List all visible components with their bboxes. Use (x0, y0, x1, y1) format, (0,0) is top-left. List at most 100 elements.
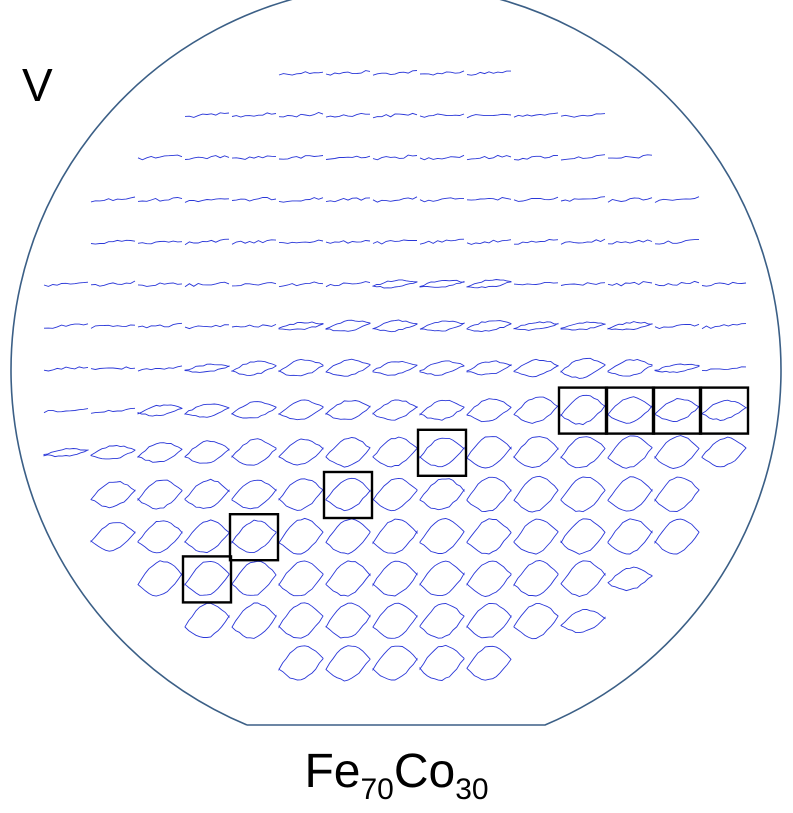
hysteresis-loop (372, 602, 418, 639)
hysteresis-loop (278, 517, 324, 555)
hysteresis-loop (184, 324, 230, 330)
hysteresis-loop (372, 518, 418, 554)
hysteresis-loop (513, 560, 559, 597)
hysteresis-loop (701, 281, 747, 287)
hysteresis-loop (513, 475, 559, 513)
hysteresis-loop (231, 360, 277, 376)
hysteresis-loop (419, 360, 465, 376)
hysteresis-loop (231, 519, 277, 554)
hysteresis-loop (184, 602, 230, 638)
hysteresis-loop (654, 476, 700, 512)
hysteresis-loop (372, 399, 418, 421)
hysteresis-loop (137, 442, 183, 463)
hysteresis-loop (325, 70, 371, 76)
hysteresis-loop (184, 560, 230, 596)
hysteresis-loop (278, 478, 324, 511)
hysteresis-loop (184, 155, 230, 160)
hysteresis-loop (466, 279, 512, 289)
hysteresis-loop (513, 154, 559, 161)
hysteresis-loop (231, 560, 277, 596)
hysteresis-loop (419, 644, 465, 681)
hysteresis-loop (419, 320, 465, 332)
hysteresis-loop (513, 518, 559, 555)
hysteresis-loop (560, 436, 606, 469)
hysteresis-loop (278, 281, 324, 288)
hysteresis-loop (372, 645, 418, 681)
hysteresis-loop (607, 396, 653, 424)
hysteresis-loop (231, 197, 277, 202)
hysteresis-loop (184, 238, 230, 246)
hysteresis-loop (654, 363, 700, 373)
hysteresis-loop (231, 112, 277, 118)
hysteresis-loop (560, 196, 606, 202)
hysteresis-loop (419, 603, 465, 639)
hysteresis-loop (513, 196, 559, 202)
hysteresis-loop (278, 321, 324, 331)
hysteresis-loop (325, 112, 370, 118)
hysteresis-loop (654, 280, 700, 287)
hysteresis-loop (137, 282, 183, 287)
hysteresis-loop (513, 603, 559, 640)
hysteresis-loop (560, 282, 606, 286)
hysteresis-loop (325, 358, 371, 377)
hysteresis-loop (607, 197, 653, 203)
hysteresis-loop (560, 357, 606, 379)
hysteresis-loop (372, 279, 418, 289)
hysteresis-loop (278, 399, 324, 421)
hysteresis-loop (325, 197, 371, 203)
hysteresis-loop (560, 394, 606, 426)
hysteresis-loop (419, 437, 465, 468)
hysteresis-loop (90, 407, 136, 414)
hysteresis-loop (43, 323, 89, 329)
highlight-box (557, 386, 609, 435)
hysteresis-loop (607, 435, 653, 469)
hysteresis-loop (654, 398, 700, 422)
hysteresis-loop (466, 360, 512, 376)
hysteresis-loop (701, 436, 747, 468)
hysteresis-loop (278, 645, 324, 681)
hysteresis-loop (607, 476, 653, 512)
composition-element-1: Fe (304, 745, 361, 798)
hysteresis-loop (607, 321, 653, 331)
composition-label: Fe70Co30 (0, 745, 793, 805)
hysteresis-loop (184, 281, 230, 288)
hysteresis-loop (43, 366, 89, 372)
hysteresis-loop (137, 154, 183, 161)
hysteresis-loop (278, 239, 324, 244)
hysteresis-loop (231, 479, 277, 510)
hysteresis-loop (419, 154, 465, 161)
hysteresis-loop (278, 155, 324, 160)
highlight-box (322, 470, 374, 520)
hysteresis-loop (137, 404, 183, 417)
hysteresis-loop (466, 70, 511, 76)
hysteresis-loop (137, 240, 183, 245)
hysteresis-loop (513, 112, 559, 118)
hysteresis-loop (184, 519, 230, 554)
hysteresis-loop (560, 154, 606, 161)
highlight-box (181, 555, 233, 604)
hysteresis-loop (90, 481, 136, 509)
hysteresis-loop (466, 436, 512, 469)
hysteresis-loop (466, 518, 512, 555)
hysteresis-loop (325, 240, 371, 244)
hysteresis-loop (137, 322, 183, 329)
hysteresis-loop (513, 396, 559, 424)
wafer-outline (10, 0, 782, 726)
hysteresis-loop (513, 281, 559, 286)
hysteresis-loop (372, 360, 418, 376)
hysteresis-loop (654, 238, 700, 245)
hysteresis-loop (419, 478, 465, 511)
hysteresis-loop (466, 560, 512, 597)
hysteresis-loop (466, 197, 512, 201)
highlight-boxes (181, 386, 750, 604)
hysteresis-loop (466, 239, 512, 245)
hysteresis-loop (372, 436, 418, 468)
hysteresis-loop (278, 438, 324, 466)
hysteresis-loop (278, 602, 324, 639)
hysteresis-loop (278, 197, 324, 203)
hysteresis-loop (419, 113, 465, 118)
hysteresis-loop (654, 435, 700, 469)
hysteresis-loop (466, 154, 512, 161)
hysteresis-loop (466, 476, 512, 512)
